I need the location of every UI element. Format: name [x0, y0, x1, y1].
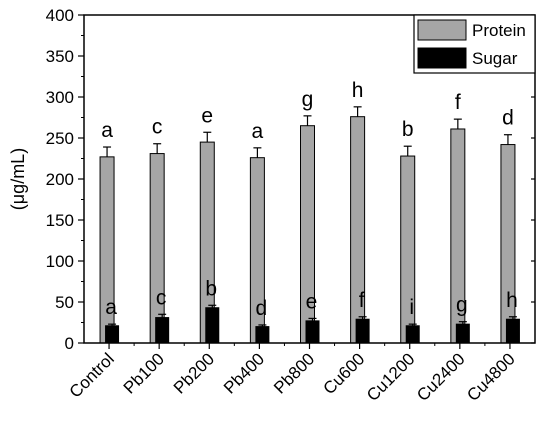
y-tick-label: 350: [46, 47, 74, 66]
significance-label-protein: d: [502, 107, 514, 130]
plot-frame: [83, 14, 536, 344]
x-category-label: Pb200: [170, 349, 218, 397]
significance-label-protein: e: [201, 104, 213, 127]
y-tick-label: 200: [46, 170, 74, 189]
legend-label-protein: Protein: [472, 21, 526, 40]
significance-label-protein: g: [302, 88, 314, 111]
bar-sugar: [455, 323, 470, 344]
y-tick-label: 400: [46, 6, 74, 25]
y-tick-label: 50: [55, 293, 74, 312]
legend: Protein Sugar: [413, 14, 536, 74]
y-tick-label: 300: [46, 88, 74, 107]
bar-sugar: [355, 318, 370, 344]
y-axis-ticks: 0 50 100 150 200 250 300 350 400: [46, 6, 535, 353]
y-tick-label: 0: [65, 334, 74, 353]
y-tick-label: 100: [46, 252, 74, 271]
significance-label-protein: a: [101, 119, 113, 142]
significance-label-sugar: b: [205, 277, 217, 300]
legend-swatch-sugar: [417, 47, 467, 69]
x-category-label: Pb400: [220, 349, 268, 397]
y-tick-label: 250: [46, 129, 74, 148]
bar-sugar: [205, 307, 220, 344]
x-category-label: Cu1200: [363, 349, 419, 405]
bar-sugar: [105, 325, 120, 344]
legend-swatch-protein: [417, 19, 467, 41]
significance-label-sugar: e: [306, 290, 318, 313]
significance-label-sugar: i: [409, 296, 414, 319]
bar-sugar: [505, 318, 520, 344]
x-category-label: Pb800: [270, 349, 318, 397]
significance-label-sugar: f: [359, 289, 365, 312]
significance-label-protein: b: [402, 118, 414, 141]
x-category-label: Cu600: [320, 349, 369, 398]
significance-label-protein: f: [455, 91, 461, 114]
significance-label-protein: a: [252, 120, 264, 143]
x-category-label: Pb100: [120, 349, 168, 397]
x-category-label: Cu2400: [413, 349, 469, 405]
x-category-label: Control: [66, 349, 118, 401]
y-tick-label: 150: [46, 211, 74, 230]
significance-label-sugar: h: [506, 289, 518, 312]
legend-label-sugar: Sugar: [472, 49, 518, 68]
bar-protein: [500, 144, 516, 344]
x-category-label: Cu4800: [463, 349, 519, 405]
y-axis-title: (μg/mL): [8, 148, 28, 210]
bar-sugar: [305, 320, 320, 344]
significance-label-sugar: g: [456, 294, 468, 317]
significance-labels: a a c c e b a d g e h f b i f g d h: [101, 79, 518, 320]
bar-sugar: [155, 317, 170, 344]
significance-label-protein: h: [352, 79, 364, 102]
significance-label-sugar: a: [105, 296, 117, 319]
x-axis-categories: Control Pb100 Pb200 Pb400 Pb800 Cu600Cu1200Cu…: [66, 349, 519, 405]
significance-label-protein: c: [152, 116, 163, 139]
significance-label-sugar: c: [156, 286, 167, 309]
bar-sugar: [405, 325, 420, 344]
significance-label-sugar: d: [256, 297, 268, 320]
bar-sugar: [255, 326, 270, 344]
